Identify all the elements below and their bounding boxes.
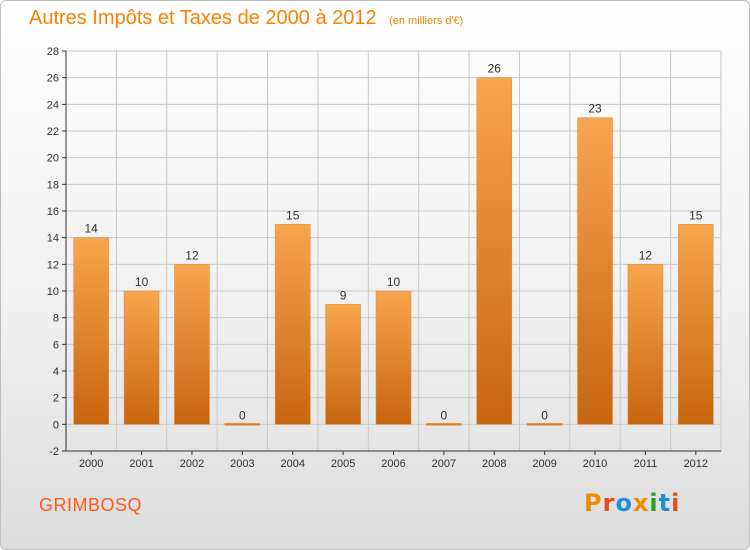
y-tick-label: 10 <box>47 286 59 298</box>
data-label-2003: 0 <box>239 408 246 422</box>
y-tick-label: 8 <box>53 313 59 325</box>
x-tick-label-2001: 2001 <box>129 458 153 470</box>
y-tick-label: -2 <box>49 446 59 458</box>
x-tick-label-2000: 2000 <box>79 458 103 470</box>
chart-subtitle: (en milliers d'€) <box>389 15 464 27</box>
x-tick-label-2009: 2009 <box>532 458 556 470</box>
data-label-2011: 12 <box>639 248 653 262</box>
y-tick-label: 6 <box>53 339 59 351</box>
x-tick-label-2007: 2007 <box>432 458 456 470</box>
data-label-2000: 14 <box>85 222 99 236</box>
y-tick-label: 18 <box>47 179 59 191</box>
y-tick-label: 0 <box>53 419 59 431</box>
y-tick-label: 2 <box>53 393 59 405</box>
y-tick-label: 4 <box>53 366 59 378</box>
title-row: Autres Impôts et Taxes de 2000 à 2012 (e… <box>29 7 463 30</box>
y-tick-label: 16 <box>47 206 59 218</box>
x-tick-label-2012: 2012 <box>684 458 708 470</box>
data-label-2006: 10 <box>387 275 401 289</box>
data-label-2008: 26 <box>488 62 502 76</box>
logo-letter: r <box>602 489 616 517</box>
data-label-2005: 9 <box>340 288 347 302</box>
logo-letter: i <box>671 489 681 517</box>
x-tick-label-2005: 2005 <box>331 458 355 470</box>
logo-letter: x <box>632 489 650 517</box>
logo-letter: i <box>649 489 659 517</box>
data-label-2002: 12 <box>185 248 199 262</box>
data-label-2001: 10 <box>135 275 149 289</box>
bar-2011 <box>627 264 664 425</box>
data-label-2010: 23 <box>588 102 602 116</box>
bar-2001 <box>123 290 160 425</box>
data-label-2009: 0 <box>541 408 548 422</box>
x-tick-label-2004: 2004 <box>280 458 304 470</box>
bar-2007 <box>426 423 462 426</box>
y-tick-label: 24 <box>47 99 59 111</box>
chart-title: Autres Impôts et Taxes de 2000 à 2012 <box>29 7 377 29</box>
x-tick-label-2010: 2010 <box>583 458 607 470</box>
bar-2000 <box>73 237 109 425</box>
proxiti-logo[interactable]: Proxiti <box>584 489 680 517</box>
y-tick-label: 26 <box>47 73 59 85</box>
bar-2009 <box>526 423 563 426</box>
logo-letter: P <box>584 489 603 517</box>
y-tick-label: 28 <box>47 46 59 58</box>
bar-2010 <box>577 117 613 425</box>
bar-2002 <box>174 264 210 425</box>
logo-letter: t <box>658 489 672 517</box>
bar-2012 <box>678 224 714 425</box>
data-label-2012: 15 <box>689 208 703 222</box>
bar-2008 <box>476 77 513 425</box>
bar-2004 <box>274 224 311 425</box>
x-tick-label-2002: 2002 <box>180 458 204 470</box>
bars <box>73 77 714 426</box>
y-tick-label: 22 <box>47 126 59 138</box>
bar-2003 <box>224 423 261 426</box>
y-tick-label: 20 <box>47 153 59 165</box>
logo-letter: o <box>615 489 633 517</box>
data-labels: 14 10 12 0 15 9 10 0 26 0 23 12 15 <box>85 62 703 423</box>
x-tick-label-2003: 2003 <box>230 458 254 470</box>
bar-2005 <box>325 304 361 425</box>
data-label-2004: 15 <box>286 208 300 222</box>
y-tick-label: 12 <box>47 259 59 271</box>
location-name: GRIMBOSQ <box>39 495 143 515</box>
x-tick-label-2008: 2008 <box>482 458 506 470</box>
data-label-2007: 0 <box>441 408 448 422</box>
x-tick-label-2006: 2006 <box>381 458 405 470</box>
x-tick-label-2011: 2011 <box>634 458 658 470</box>
bar-2006 <box>375 290 412 425</box>
y-tick-label: 14 <box>47 233 59 245</box>
